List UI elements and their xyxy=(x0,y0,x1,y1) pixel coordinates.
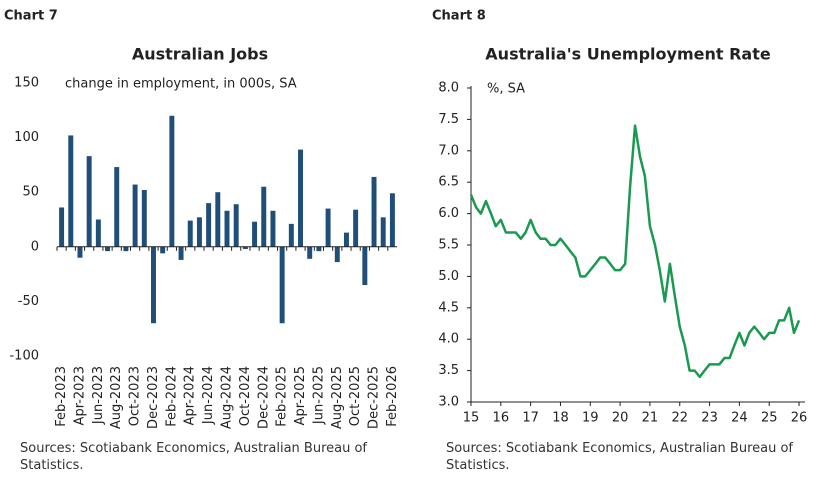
x-tick-label: 25 xyxy=(761,411,778,426)
x-tick-label: Jun-2025 xyxy=(311,366,326,425)
bar xyxy=(160,246,166,254)
bar xyxy=(389,193,395,247)
subtitle: change in employment, in 000s, SA xyxy=(65,77,297,92)
chart-title: Australian Jobs xyxy=(132,45,268,64)
x-tick-label: Apr-2024 xyxy=(183,366,198,425)
bar xyxy=(316,246,322,252)
x-tick-label: 24 xyxy=(731,411,748,426)
bar xyxy=(261,186,267,247)
bar xyxy=(279,246,285,324)
x-tick-label: 19 xyxy=(582,411,599,426)
bar xyxy=(343,232,349,247)
x-tick-label: 15 xyxy=(463,411,480,426)
x-tick-label: 22 xyxy=(671,411,688,426)
y-tick-label: 4.5 xyxy=(438,300,459,315)
bar xyxy=(325,208,331,247)
x-tick-label: Feb-2023 xyxy=(54,366,69,427)
y-tick-label: 7.5 xyxy=(438,112,459,127)
chart-title: Australia's Unemployment Rate xyxy=(485,45,771,64)
x-tick-label: 26 xyxy=(791,411,808,426)
subtitle: %, SA xyxy=(487,82,525,97)
chart-tag: Chart 7 xyxy=(4,9,58,24)
x-tick-label: Jun-2024 xyxy=(201,366,216,425)
y-tick-label: 50 xyxy=(22,185,39,200)
x-tick-label: Oct-2025 xyxy=(348,366,363,426)
source-note: Sources: Scotiabank Economics, Australia… xyxy=(20,441,368,473)
bar xyxy=(307,246,313,259)
y-tick-label: 7.0 xyxy=(438,143,459,158)
x-tick-label: 16 xyxy=(493,411,510,426)
bar xyxy=(114,167,120,247)
x-tick-label: 17 xyxy=(522,411,539,426)
bar xyxy=(371,176,377,247)
bar xyxy=(334,246,340,263)
x-tick-label: Aug-2024 xyxy=(220,366,235,429)
x-tick-label: Oct-2024 xyxy=(238,366,253,426)
y-tick-label: -50 xyxy=(18,294,39,309)
bar xyxy=(353,209,359,247)
bar xyxy=(206,203,212,247)
bar xyxy=(215,192,221,247)
y-tick-label: 4.0 xyxy=(438,332,459,347)
y-tick-label: 0 xyxy=(31,239,39,254)
y-tick-label: 6.0 xyxy=(438,206,459,221)
y-tick-label: 150 xyxy=(14,76,39,91)
bar xyxy=(123,246,129,252)
x-tick-label: Dec-2024 xyxy=(256,366,271,429)
bar xyxy=(187,220,193,247)
bar xyxy=(77,246,83,258)
bar xyxy=(270,210,276,247)
bar xyxy=(362,246,368,286)
bar xyxy=(242,246,248,249)
x-tick-label: 18 xyxy=(552,411,569,426)
x-tick-label: Jun-2023 xyxy=(91,366,106,425)
x-tick-label: Aug-2025 xyxy=(330,366,345,429)
y-tick-label: 6.5 xyxy=(438,175,459,190)
bar xyxy=(105,246,111,252)
x-tick-label: 21 xyxy=(642,411,659,426)
y-tick-label: 3.0 xyxy=(438,395,459,410)
y-tick-label: 100 xyxy=(14,130,39,145)
bar xyxy=(252,221,258,247)
y-tick-label: 3.5 xyxy=(438,363,459,378)
y-tick-label: -100 xyxy=(9,349,39,364)
x-tick-label: Feb-2024 xyxy=(164,366,179,427)
x-tick-label: Aug-2023 xyxy=(109,366,124,429)
x-tick-label: Dec-2023 xyxy=(146,366,161,429)
bar xyxy=(59,207,65,247)
bar xyxy=(224,210,230,247)
y-tick-label: 8.0 xyxy=(438,81,459,96)
y-tick-label: 5.0 xyxy=(438,269,459,284)
bar xyxy=(288,223,294,247)
bar xyxy=(380,217,386,247)
bar xyxy=(233,204,239,247)
x-tick-label: Dec-2025 xyxy=(367,366,382,429)
bar xyxy=(132,184,138,247)
bar xyxy=(68,135,74,247)
x-tick-label: Feb-2026 xyxy=(385,366,400,427)
bar xyxy=(151,246,156,324)
x-tick-label: Apr-2023 xyxy=(72,366,87,425)
bar xyxy=(169,115,175,247)
x-tick-label: Oct-2023 xyxy=(128,366,143,426)
bar xyxy=(298,149,303,247)
bar xyxy=(196,217,202,247)
bar xyxy=(178,246,184,260)
bar xyxy=(95,219,101,247)
x-tick-label: Apr-2025 xyxy=(293,366,308,425)
x-tick-label: Feb-2025 xyxy=(275,366,290,427)
bar xyxy=(141,190,147,247)
x-tick-label: 20 xyxy=(612,411,629,426)
y-tick-label: 5.5 xyxy=(438,238,459,253)
unemployment-line xyxy=(469,124,801,379)
source-note: Sources: Scotiabank Economics, Australia… xyxy=(446,441,794,473)
x-tick-label: 23 xyxy=(701,411,718,426)
chart-tag: Chart 8 xyxy=(432,9,486,24)
bar xyxy=(86,156,92,247)
